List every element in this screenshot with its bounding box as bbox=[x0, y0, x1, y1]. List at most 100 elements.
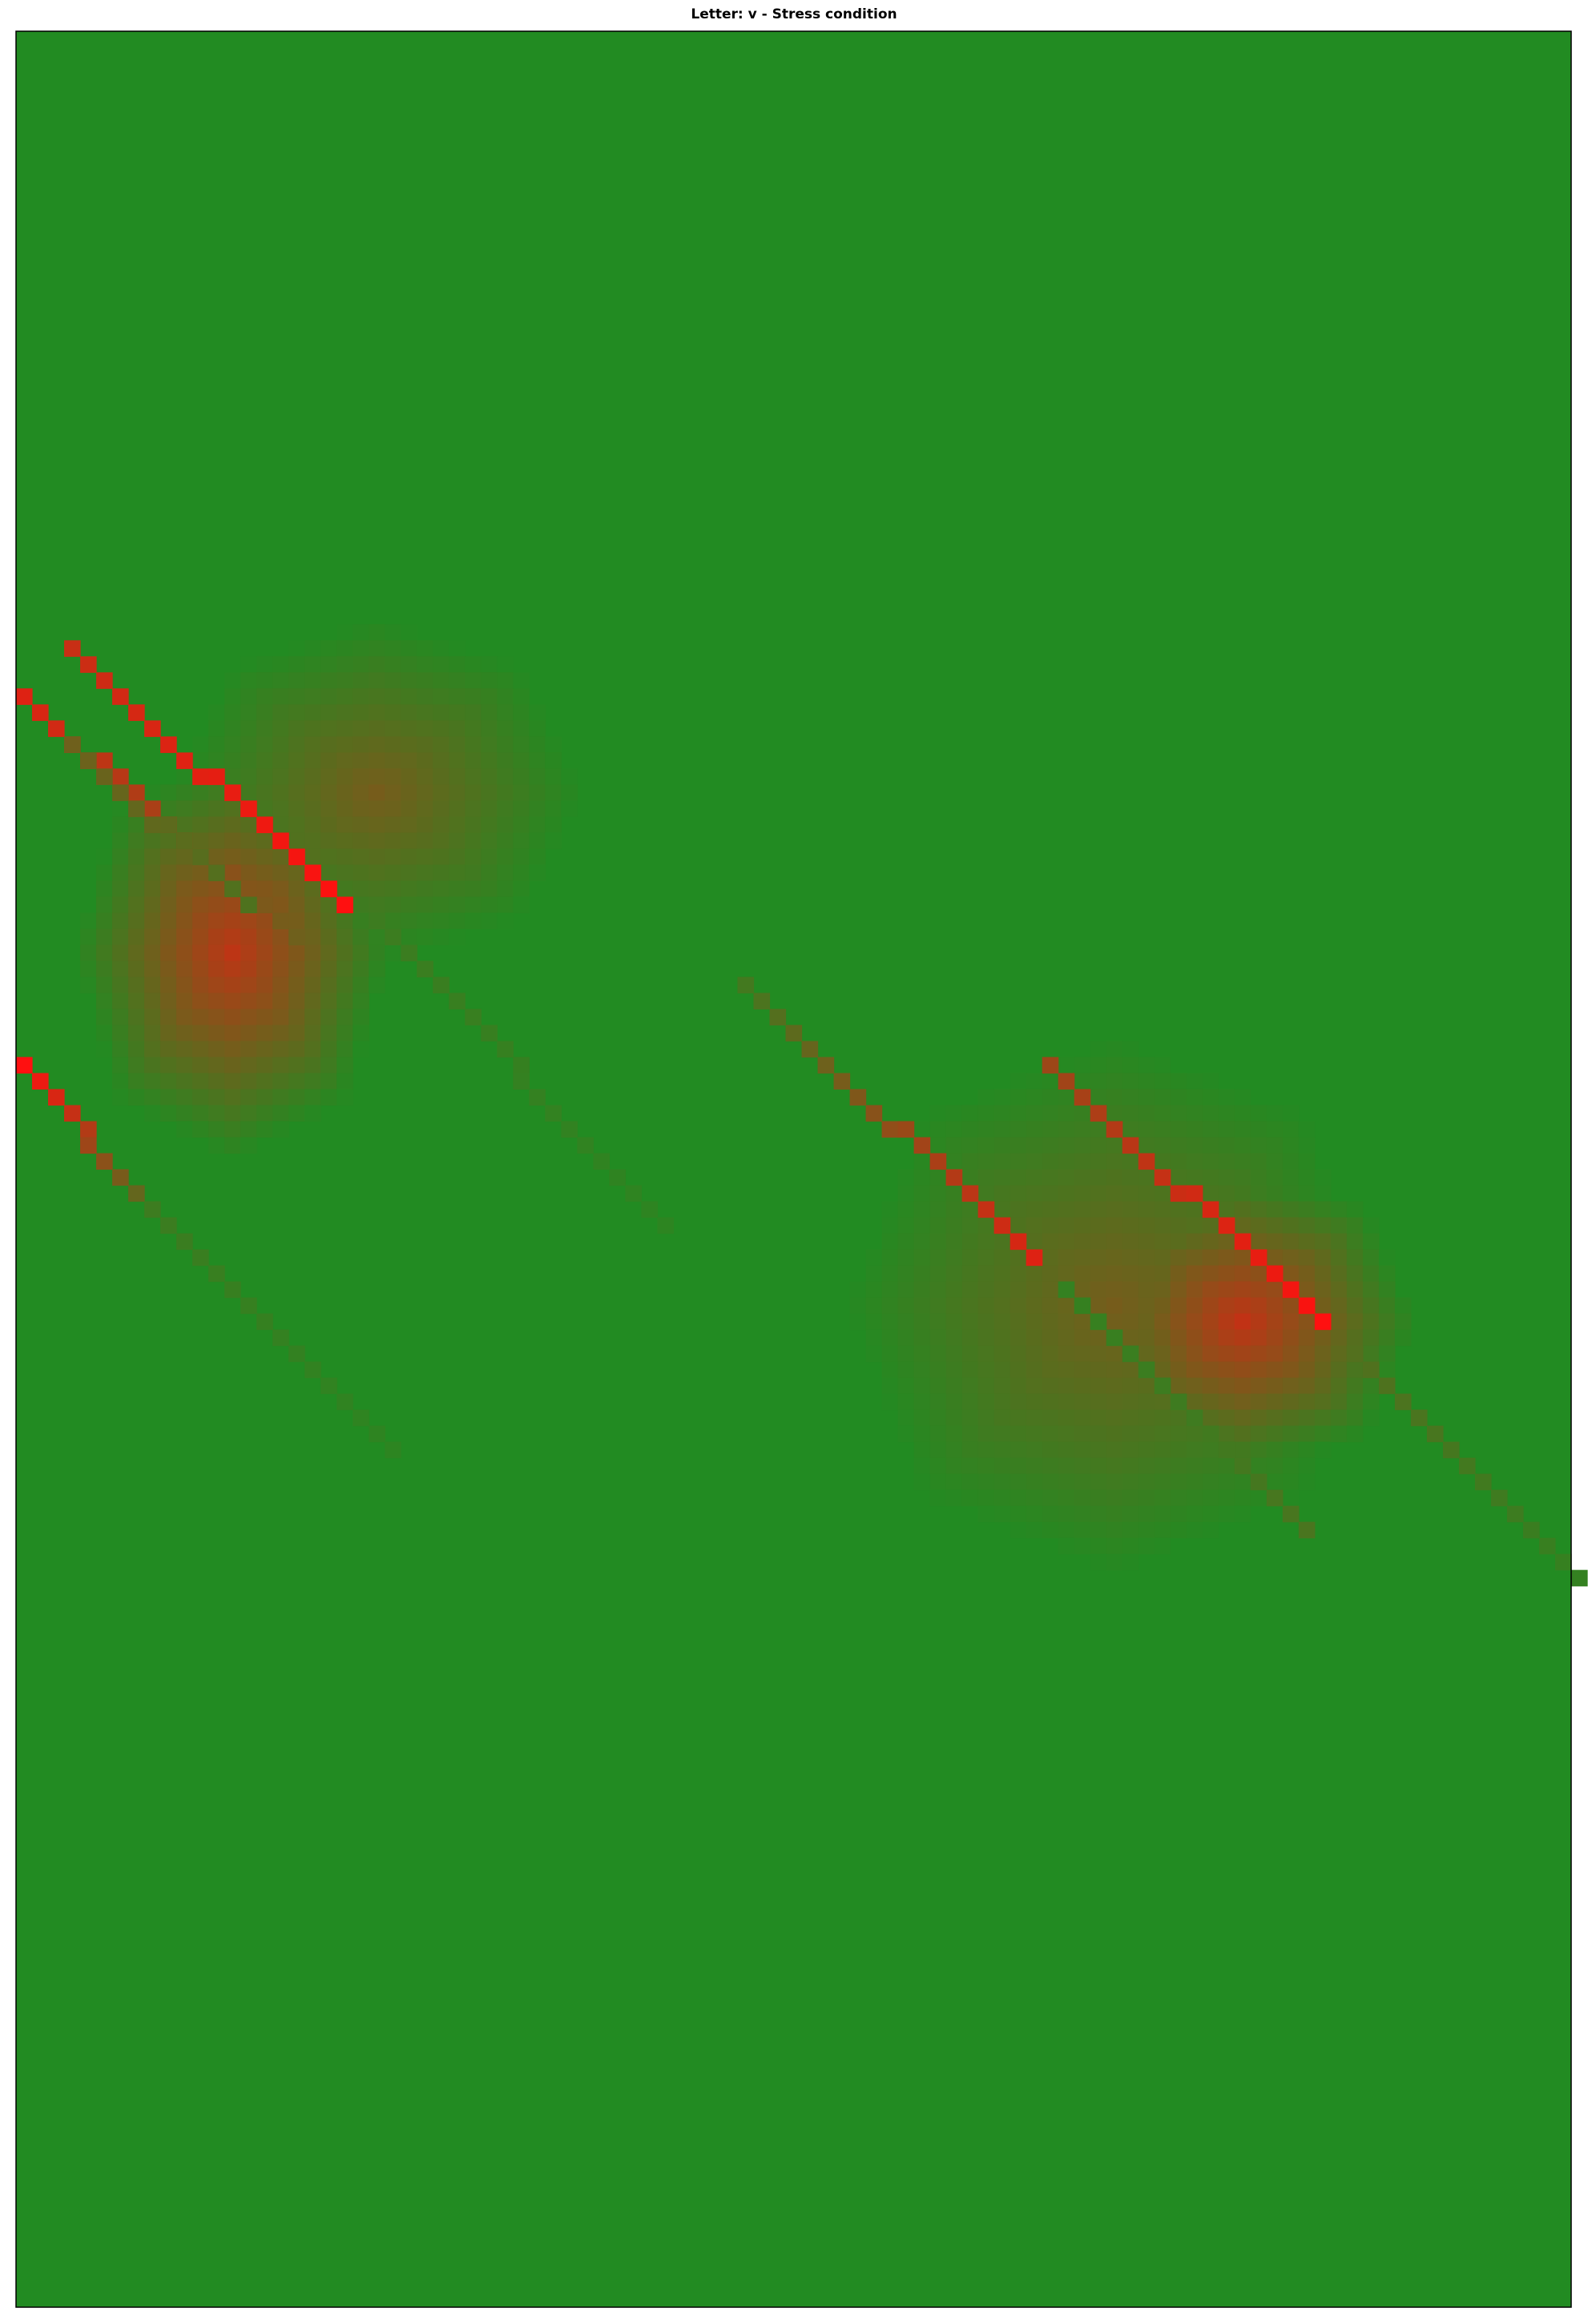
heatmap-cell bbox=[1298, 1313, 1316, 1331]
heatmap-cell bbox=[1202, 1393, 1219, 1411]
heatmap-cell bbox=[1314, 1201, 1332, 1218]
heatmap-cell bbox=[1058, 1217, 1075, 1234]
stroke-cell bbox=[192, 768, 209, 785]
heatmap-cell bbox=[1090, 1457, 1107, 1475]
heatmap-cell bbox=[1234, 1345, 1251, 1363]
heatmap-cell bbox=[1218, 1489, 1235, 1507]
heatmap-cell bbox=[994, 1377, 1011, 1395]
heatmap-cell bbox=[80, 928, 97, 945]
heatmap-cell bbox=[449, 864, 466, 881]
heatmap-cell bbox=[385, 720, 401, 737]
heatmap-cell bbox=[513, 784, 530, 801]
heatmap-cell bbox=[1042, 1185, 1059, 1202]
heatmap-cell bbox=[353, 1009, 369, 1026]
heatmap-cell bbox=[1202, 1361, 1219, 1379]
heatmap-cell bbox=[1058, 1105, 1075, 1122]
heatmap-cell bbox=[929, 1313, 947, 1331]
heatmap-cell bbox=[1010, 1521, 1027, 1539]
heatmap-cell bbox=[1186, 1393, 1203, 1411]
heatmap-cell bbox=[320, 752, 337, 769]
heatmap-cell bbox=[192, 784, 209, 801]
heatmap-cell bbox=[1058, 1313, 1075, 1331]
heatmap-cell bbox=[1042, 1361, 1059, 1379]
heatmap-cell bbox=[1330, 1297, 1348, 1315]
heatmap-cell bbox=[417, 912, 433, 929]
heatmap-cell bbox=[320, 961, 337, 978]
heatmap-cell bbox=[369, 752, 385, 769]
heatmap-cell bbox=[240, 945, 257, 962]
stroke-cell bbox=[64, 640, 81, 657]
heatmap-cell bbox=[369, 720, 385, 737]
heatmap-cell bbox=[385, 704, 401, 721]
heatmap-cell bbox=[465, 752, 482, 769]
heatmap-cell bbox=[320, 816, 337, 833]
heatmap-cell bbox=[240, 784, 257, 801]
heatmap-cell bbox=[1042, 1441, 1059, 1459]
heatmap-cell bbox=[1234, 1313, 1251, 1331]
heatmap-cell bbox=[1010, 1441, 1027, 1459]
heatmap-cell bbox=[240, 928, 257, 945]
heatmap-cell bbox=[1218, 1153, 1235, 1170]
heatmap-cell bbox=[369, 768, 385, 785]
heatmap-cell bbox=[1122, 1265, 1139, 1283]
heatmap-cell bbox=[1234, 1297, 1251, 1315]
heatmap-cell bbox=[369, 640, 385, 657]
stroke-cell bbox=[625, 1185, 642, 1202]
heatmap-cell bbox=[913, 1297, 931, 1315]
heatmap-cell bbox=[449, 656, 466, 673]
heatmap-cell bbox=[1314, 1233, 1332, 1251]
heatmap-cell bbox=[1330, 1249, 1348, 1267]
stroke-cell bbox=[16, 688, 33, 705]
heatmap-cell bbox=[353, 704, 369, 721]
heatmap-cell bbox=[1282, 1489, 1300, 1507]
heatmap-cell bbox=[1138, 1473, 1155, 1491]
heatmap-cell bbox=[1298, 1425, 1316, 1443]
heatmap-cell bbox=[994, 1505, 1011, 1523]
heatmap-cell bbox=[288, 656, 305, 673]
heatmap-cell bbox=[1026, 1409, 1043, 1427]
heatmap-cell bbox=[1090, 1281, 1107, 1299]
heatmap-cell bbox=[160, 977, 177, 994]
stroke-cell bbox=[449, 993, 466, 1010]
heatmap-cell bbox=[1090, 1521, 1107, 1539]
heatmap-cell bbox=[497, 656, 514, 673]
heatmap-cell bbox=[320, 864, 337, 881]
heatmap-cell bbox=[465, 656, 482, 673]
heatmap-cell bbox=[1314, 1297, 1332, 1315]
heatmap-cell bbox=[1138, 1185, 1155, 1202]
heatmap-cell bbox=[417, 704, 433, 721]
heatmap-cell bbox=[1170, 1473, 1187, 1491]
heatmap-cell bbox=[1138, 1521, 1155, 1539]
heatmap-cell bbox=[288, 961, 305, 978]
heatmap-cell bbox=[401, 800, 417, 817]
heatmap-cell bbox=[272, 688, 289, 705]
heatmap-cell bbox=[272, 1089, 289, 1106]
heatmap-cell bbox=[1298, 1265, 1316, 1283]
heatmap-cell bbox=[208, 816, 225, 833]
heatmap-cell bbox=[1026, 1185, 1043, 1202]
heatmap-cell bbox=[176, 880, 193, 897]
heatmap-cell bbox=[1218, 1281, 1235, 1299]
heatmap-cell bbox=[1234, 1281, 1251, 1299]
heatmap-cell bbox=[881, 1329, 899, 1347]
heatmap-cell bbox=[481, 768, 498, 785]
stroke-cell bbox=[256, 1313, 273, 1331]
heatmap-cell bbox=[304, 656, 321, 673]
heatmap-cell bbox=[1138, 1457, 1155, 1475]
stroke-cell bbox=[401, 945, 417, 962]
heatmap-cell bbox=[1266, 1329, 1284, 1347]
heatmap-cell bbox=[977, 1281, 995, 1299]
heatmap-cell bbox=[1026, 1137, 1043, 1154]
heatmap-cell bbox=[481, 848, 498, 865]
heatmap-cell bbox=[1106, 1281, 1123, 1299]
heatmap-cell bbox=[1218, 1265, 1235, 1283]
heatmap-cell bbox=[353, 880, 369, 897]
heatmap-cell bbox=[224, 912, 241, 929]
heatmap-cell bbox=[1202, 1169, 1219, 1186]
heatmap-cell bbox=[224, 1105, 241, 1122]
heatmap-cell bbox=[1330, 1329, 1348, 1347]
heatmap-cell bbox=[1234, 1121, 1251, 1138]
heatmap-cell bbox=[1154, 1105, 1171, 1122]
heatmap-cell bbox=[1298, 1233, 1316, 1251]
heatmap-cell bbox=[945, 1153, 963, 1170]
